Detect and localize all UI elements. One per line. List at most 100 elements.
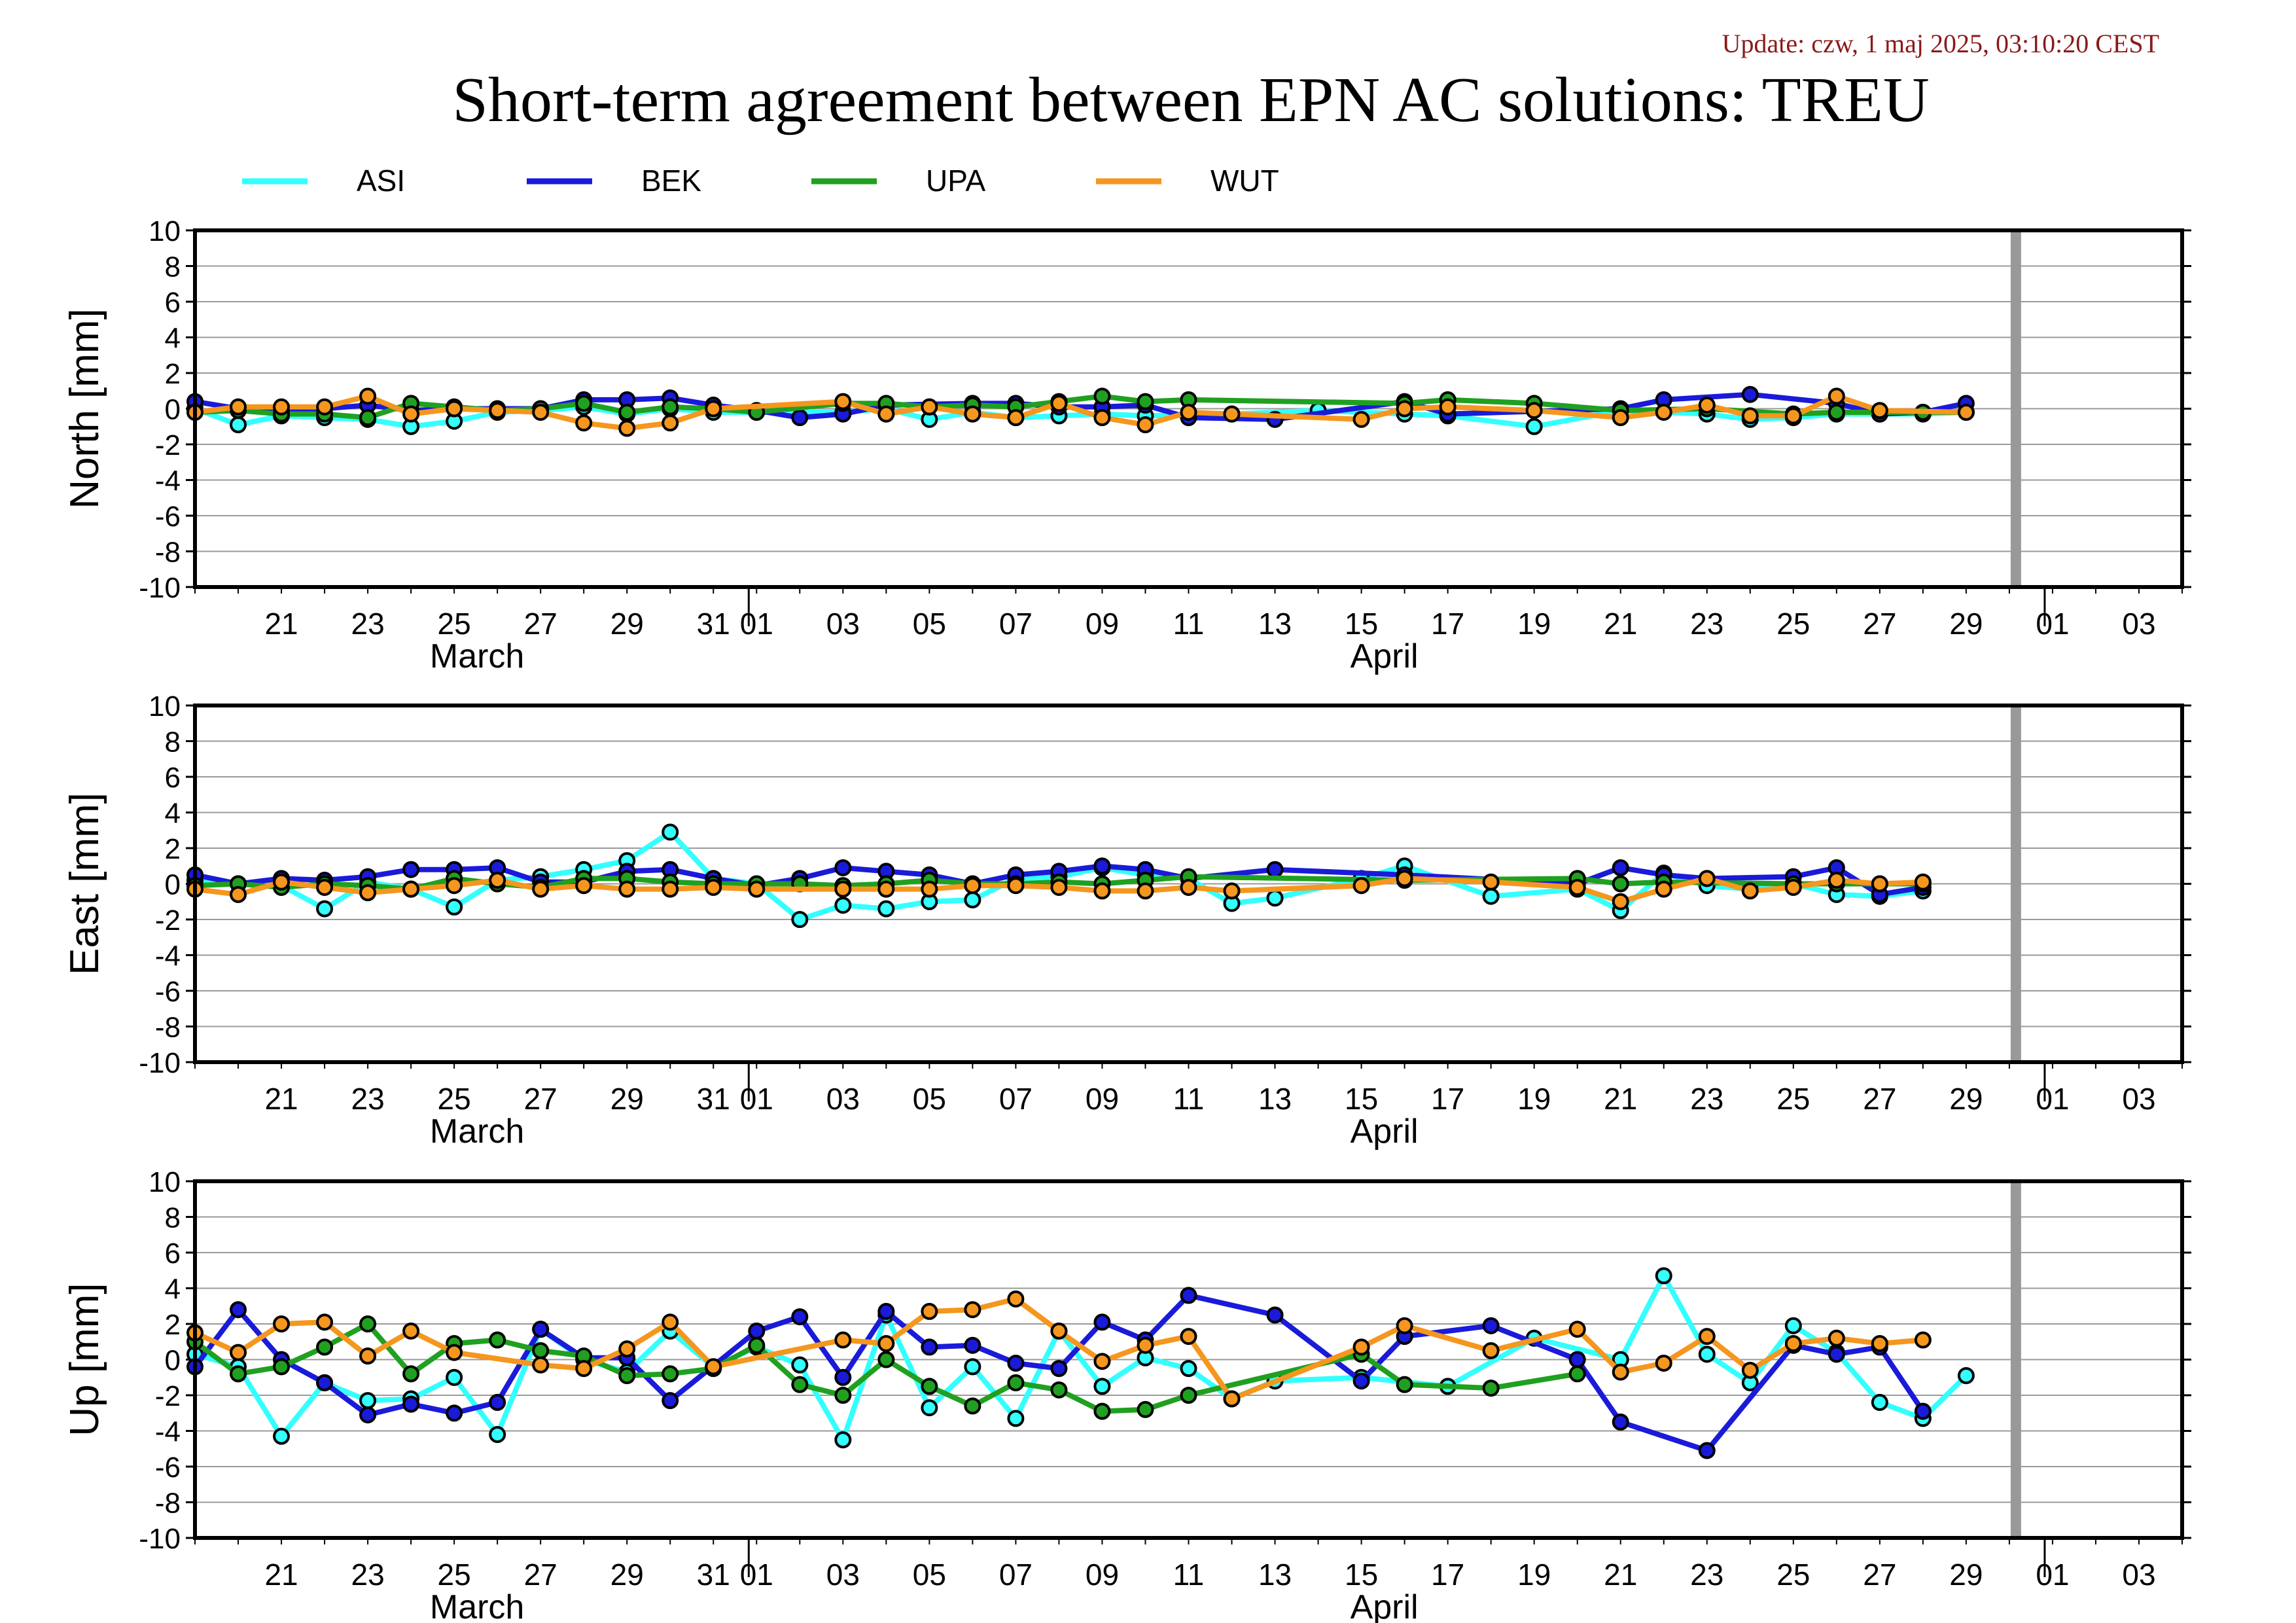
data-point [359, 1392, 377, 1410]
data-point [1871, 402, 1888, 419]
data-point [1396, 400, 1413, 418]
data-point [1741, 882, 1759, 900]
data-point [1266, 1306, 1284, 1324]
data-point [662, 414, 679, 432]
data-point [1871, 1393, 1888, 1411]
legend-item-wut: WUT [1096, 164, 1279, 198]
data-point [1093, 1313, 1111, 1331]
series-wut [186, 387, 1975, 437]
x-month-label: April [1351, 1588, 1419, 1623]
x-tick-label: 11 [1173, 607, 1205, 641]
data-point [1180, 1360, 1197, 1378]
data-point [446, 877, 463, 895]
x-tick-label: 27 [524, 1082, 557, 1116]
data-point [316, 1338, 334, 1356]
data-point [1180, 1287, 1197, 1304]
data-point [618, 403, 636, 421]
data-point [1093, 1353, 1111, 1370]
series-line [193, 1321, 1578, 1414]
x-tick-label: 25 [438, 1558, 471, 1592]
x-tick-label: 25 [438, 607, 471, 641]
legend-item-upa: UPA [811, 164, 985, 198]
data-point [1352, 877, 1370, 895]
x-tick-label: 01 [740, 1558, 773, 1592]
x-tick-label: 23 [351, 1082, 385, 1116]
x-tick-label: 03 [2122, 1082, 2155, 1116]
y-axis-label: East [mm] [62, 793, 107, 975]
data-point [1093, 1402, 1111, 1420]
data-point [1137, 1400, 1154, 1418]
data-point [1568, 878, 1586, 896]
x-month-label: March [430, 1113, 524, 1150]
x-tick-label: 21 [1604, 607, 1637, 641]
data-point [446, 1368, 463, 1386]
x-month-label: March [430, 637, 524, 675]
data-point [1007, 1290, 1025, 1308]
x-month-label: April [1351, 1113, 1419, 1150]
data-point [1612, 893, 1629, 910]
x-tick-label: 01 [2036, 607, 2069, 641]
x-tick-label: 31 [697, 1558, 730, 1592]
data-point [618, 880, 636, 898]
data-point [1266, 889, 1284, 907]
update-timestamp: Update: czw, 1 maj 2025, 03:10:20 CEST [1722, 29, 2159, 58]
data-point [1093, 882, 1111, 900]
data-point [1612, 875, 1629, 893]
y-tick-label: 6 [165, 762, 181, 794]
data-point [921, 1378, 938, 1395]
data-point [1741, 1361, 1759, 1379]
x-month-label: March [430, 1588, 524, 1623]
x-month-label: April [1351, 637, 1419, 675]
data-point [834, 393, 852, 410]
data-point [877, 880, 895, 898]
x-tick-label: 03 [826, 1558, 860, 1592]
data-point [1655, 1267, 1672, 1285]
y-tick-label: 10 [149, 690, 181, 722]
y-tick-label: -4 [155, 1416, 181, 1448]
data-point [230, 885, 247, 903]
end-marker-bar [2010, 1181, 2021, 1538]
data-point [1396, 1317, 1413, 1334]
x-tick-label: 05 [913, 607, 946, 641]
data-point [1698, 1346, 1716, 1363]
data-point [1828, 872, 1845, 889]
y-tick-label: -8 [155, 1012, 181, 1044]
x-tick-label: 03 [826, 1082, 860, 1116]
data-point [1612, 409, 1629, 427]
y-tick-label: 2 [165, 833, 181, 865]
data-point [834, 880, 852, 898]
data-point [964, 891, 981, 909]
y-tick-label: -2 [155, 904, 181, 936]
data-point [1612, 1413, 1629, 1431]
data-point [1482, 873, 1500, 891]
x-tick-label: 11 [1173, 1082, 1205, 1116]
data-point [1007, 1374, 1025, 1391]
data-point [1050, 395, 1068, 412]
x-tick-label: 01 [740, 1082, 773, 1116]
x-tick-label: 21 [1604, 1558, 1637, 1592]
data-point [791, 1308, 809, 1326]
data-point [1180, 1387, 1197, 1404]
data-point [489, 402, 506, 419]
data-point [1482, 1342, 1500, 1359]
data-point [1828, 387, 1845, 405]
data-point [921, 1338, 938, 1356]
data-point [791, 911, 809, 928]
y-tick-label: 0 [165, 1345, 181, 1377]
data-point [273, 1358, 291, 1376]
data-point [1828, 403, 1845, 421]
data-point [921, 880, 938, 898]
data-point [402, 1365, 420, 1383]
data-point [1352, 1338, 1370, 1356]
legend-label: BEK [641, 164, 701, 198]
data-point [834, 1431, 852, 1449]
data-point [921, 398, 938, 416]
data-point [1741, 385, 1759, 403]
data-point [1568, 1351, 1586, 1368]
x-tick-label: 21 [1604, 1082, 1637, 1116]
data-point [1137, 1336, 1154, 1354]
data-point [662, 1392, 679, 1410]
end-marker-bar [2010, 230, 2021, 587]
data-point [316, 1313, 334, 1331]
